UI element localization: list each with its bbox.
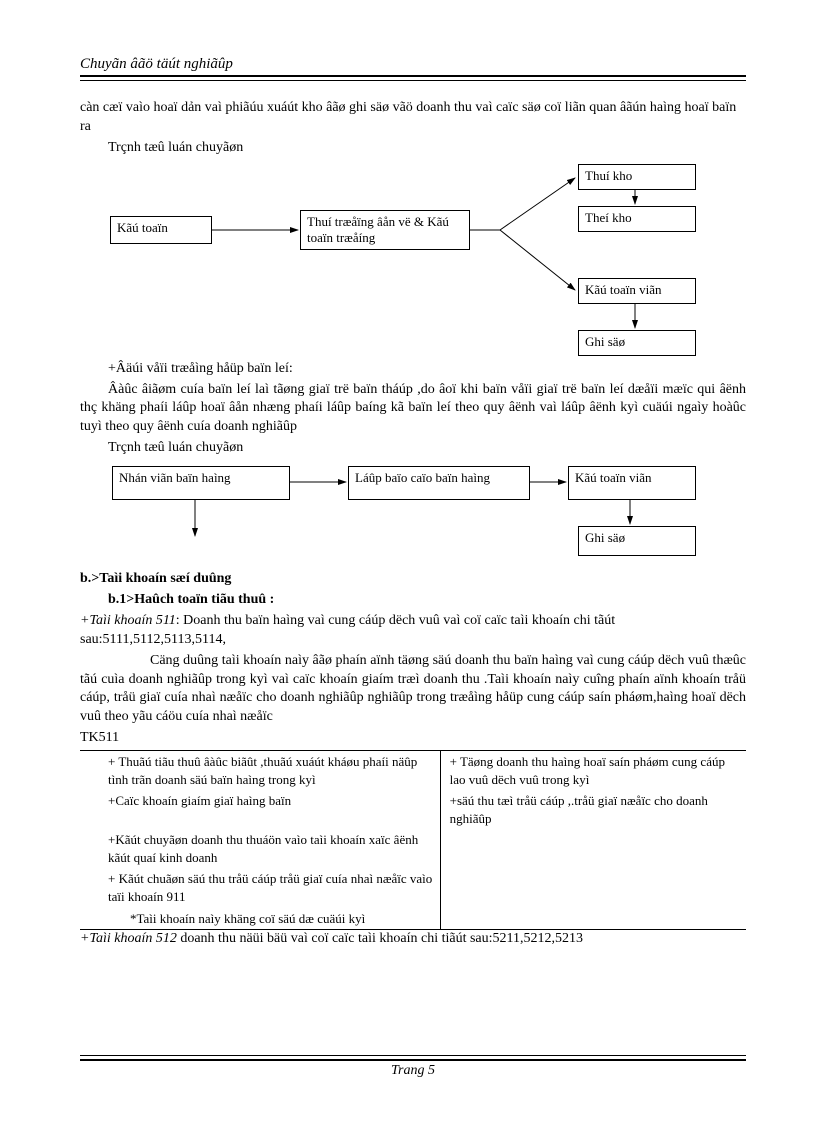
d2-box-4: Ghi säø [578, 526, 696, 556]
tk511-label: +Taìi khoaín 511 [80, 613, 176, 628]
tk512-line: +Taìi khoaín 512 doanh thu näüi bäü vaì … [80, 930, 746, 949]
tk512-text: doanh thu näüi bäü vaì coï caïc taìi kho… [177, 931, 583, 946]
paragraph-3b: Âàûc âiãøm cuía baïn leí laì tãøng giaï … [80, 381, 746, 438]
section-b1: b.1>Haûch toaïn tiãu thuû : [80, 591, 746, 610]
tk511-line: +Taìi khoaín 511: Doanh thu baïn haìng v… [80, 612, 746, 650]
tk511-para: Cäng duûng taìi khoaín naìy âãø phaín aï… [80, 652, 746, 728]
footer-text: Trang 5 [80, 1063, 746, 1079]
paragraph-1: càn cæï vaìo hoaï dản vaì phiãúu xuáút k… [80, 99, 746, 137]
tk-left-1: + Thuãú tiãu thuû âàûc biãût ,thuãú xuáú… [80, 751, 440, 790]
d1-box-6: Ghi säø [578, 330, 696, 356]
tk-left-3: +Kãút chuyãøn doanh thu thuáön vaìo taìi… [80, 829, 440, 868]
paragraph-3c: Trçnh tæû luán chuyãøn [80, 439, 746, 458]
d1-box-1: Kãú toaïn [110, 216, 212, 244]
tk-left-5: *Taìi khoaín naìy khäng coï säú dæ cuäúi… [80, 908, 440, 930]
d2-box-2: Láûp baïo caïo baïn haìng [348, 466, 530, 500]
tk-left-2: +Caïc khoaín giaím giaï haìng baïn [80, 790, 440, 829]
tk-left-4: + Kãút chuãøn säú thu tråü cáúp tråü gia… [80, 868, 440, 907]
d1-box-4: Theí kho [578, 206, 696, 232]
section-b: b.>Taìi khoaín sæí duûng [80, 570, 746, 589]
tk512-label: +Taìi khoaín 512 [80, 931, 177, 946]
d1-box-2: Thuí træåïng âån vë & Kãú toaïn træåíng [300, 210, 470, 250]
tk-right-1: + Täøng doanh thu haìng hoaï saín pháøm … [440, 751, 746, 790]
tk-right-2: +säú thu tæì tråü cáúp ,.tråü giaï næåïc… [440, 790, 746, 829]
tk-table-divider [440, 751, 441, 929]
footer-rule [80, 1055, 746, 1061]
d2-box-3: Kãú toaïn viãn [568, 466, 696, 500]
header-rule [80, 75, 746, 81]
d1-box-3: Thuí kho [578, 164, 696, 190]
d1-box-5: Kãú toaïn viãn [578, 278, 696, 304]
d2-box-1: Nhán viãn baïn haìng [112, 466, 290, 500]
paragraph-2: Trçnh tæû luán chuyãøn [80, 139, 746, 158]
diagram-1: Kãú toaïn Thuí træåïng âån vë & Kãú toaï… [80, 160, 746, 360]
tk511-name: TK511 [80, 729, 746, 748]
diagram-2: Nhán viãn baïn haìng Láûp baïo caïo baïn… [80, 460, 746, 570]
page-header: Chuyãn âãö täút nghiãûp [80, 56, 746, 73]
page-footer: Trang 5 [80, 1055, 746, 1079]
tk511-table: + Thuãú tiãu thuû âàûc biãût ,thuãú xuáú… [80, 750, 746, 930]
paragraph-3a: +Âäúi våïi træåìng håüp baïn leí: [80, 360, 746, 379]
